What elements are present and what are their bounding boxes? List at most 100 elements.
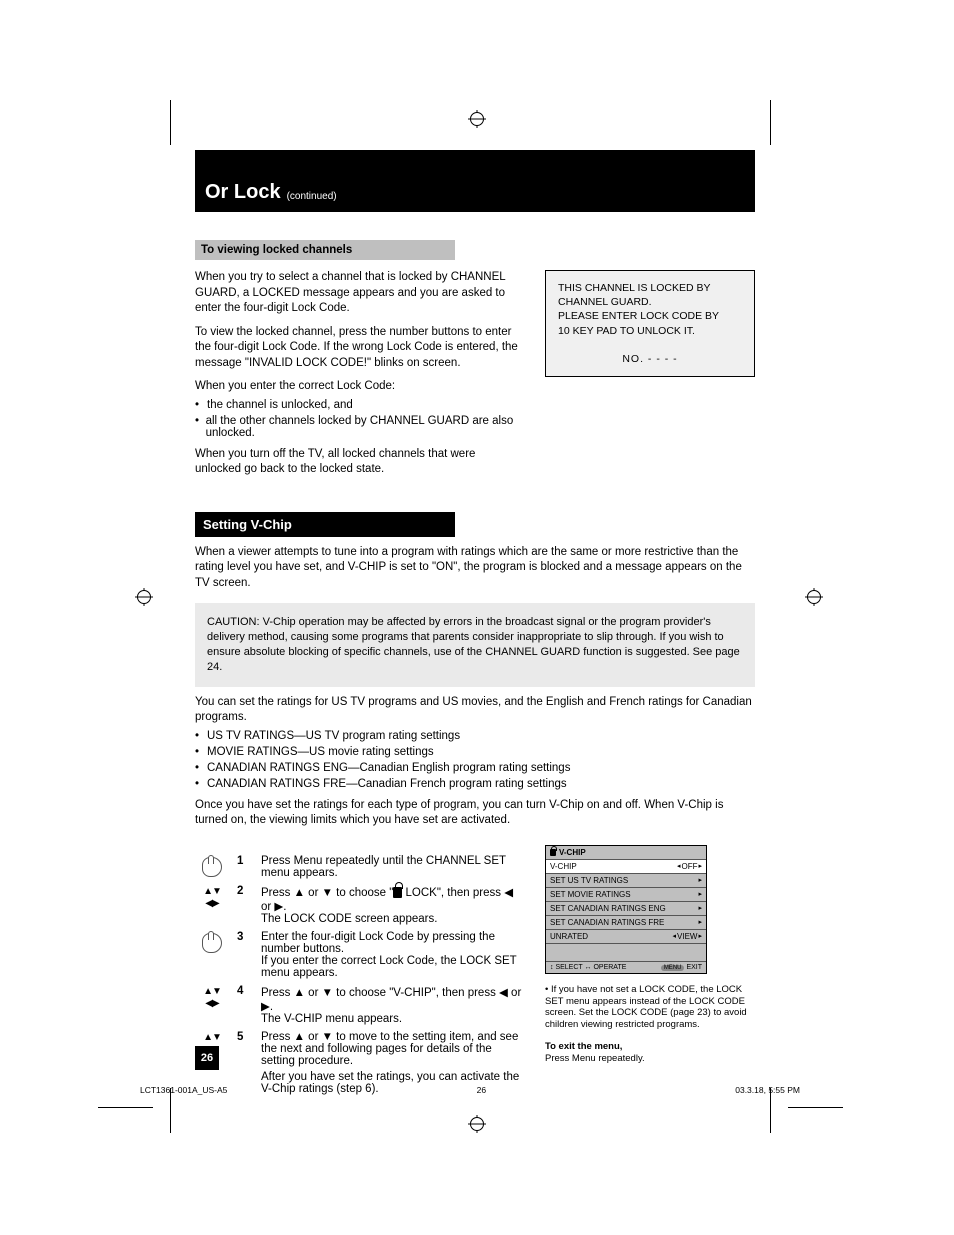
vchip-row-label: V-CHIP xyxy=(550,862,577,871)
registration-mark-icon xyxy=(468,110,486,128)
crop-mark xyxy=(770,100,771,145)
imposition-footer: LCT1361-001A_US-A5 26 03.3.18, 5:55 PM xyxy=(140,1085,800,1095)
bullet-text: all the other channels locked by CHANNEL… xyxy=(206,415,523,439)
registration-mark-icon xyxy=(468,1115,486,1133)
para: You can set the ratings for US TV progra… xyxy=(195,695,755,726)
vchip-footer-operate: OPERATE xyxy=(593,964,626,971)
caution-text: CAUTION: V-Chip operation may be affecte… xyxy=(207,616,740,673)
para: When you try to select a channel that is… xyxy=(195,270,523,317)
job-code: LCT1361-001A_US-A5 xyxy=(140,1085,227,1095)
bullet-text: the channel is unlocked, and xyxy=(207,399,353,411)
bullet-text: CANADIAN RATINGS FRE—Canadian French pro… xyxy=(207,778,567,790)
step: 3 Enter the four-digit Lock Code by pres… xyxy=(195,931,523,979)
step: 1 Press Menu repeatedly until the CHANNE… xyxy=(195,855,523,879)
chevron-right-icon: ▸ xyxy=(698,890,702,898)
osd-line: CHANNEL GUARD. xyxy=(558,295,742,309)
bullet-text: US TV RATINGS—US TV program rating setti… xyxy=(207,730,460,742)
step-text: Enter the four-digit Lock Code by pressi… xyxy=(261,931,495,955)
osd-line: THIS CHANNEL IS LOCKED BY xyxy=(558,281,742,295)
chevron-left-icon: ◂ xyxy=(677,862,681,870)
chevron-right-icon: ▸ xyxy=(698,876,702,884)
chevron-right-icon: ▸ xyxy=(698,932,702,940)
chevron-right-icon: ▸ xyxy=(698,862,702,870)
step-sub: If you enter the correct Lock Code, the … xyxy=(261,955,523,979)
chevron-right-icon: ▸ xyxy=(698,918,702,926)
step: ▲▼ ◀▶ 2 Press ▲ or ▼ to choose " LOCK", … xyxy=(195,885,523,925)
note-text: If you have not set a LOCK CODE, the LOC… xyxy=(545,984,747,1031)
title-text: Or Lock xyxy=(205,181,281,204)
vchip-row-value: VIEW xyxy=(677,932,697,941)
vchip-row: SET CANADIAN RATINGS ENG ▸ xyxy=(546,901,706,915)
para: To view the locked channel, press the nu… xyxy=(195,325,523,372)
vchip-header: V-CHIP xyxy=(546,846,706,859)
osd-line: PLEASE ENTER LOCK CODE BY xyxy=(558,309,742,323)
bullet-text: CANADIAN RATINGS ENG—Canadian English pr… xyxy=(207,762,570,774)
press-icon xyxy=(202,933,222,953)
title-continued: (continued) xyxy=(287,191,337,202)
bullet-text: MOVIE RATINGS—US movie rating settings xyxy=(207,746,434,758)
caution-box: CAUTION: V-Chip operation may be affecte… xyxy=(195,603,755,686)
step-sub: The LOCK CODE screen appears. xyxy=(261,913,523,925)
bullet: •CANADIAN RATINGS FRE—Canadian French pr… xyxy=(195,778,755,790)
osd-line: 10 KEY PAD TO UNLOCK IT. xyxy=(558,324,742,338)
menu-badge: MENU xyxy=(661,965,685,971)
step-text: Press ▲ or ▼ to choose " xyxy=(261,887,393,899)
osd-code-prompt: NO. - - - - xyxy=(558,352,742,366)
lock-icon xyxy=(393,887,402,898)
vchip-title: V-CHIP xyxy=(559,848,586,857)
crop-mark xyxy=(170,100,171,145)
vchip-osd: V-CHIP V-CHIP ◂OFF▸ SET US TV RATINGS▸ S… xyxy=(545,839,707,974)
manual-page: Or Lock (continued) To viewing locked ch… xyxy=(195,150,755,1095)
bullet: •all the other channels locked by CHANNE… xyxy=(195,415,523,439)
vchip-row-label: UNRATED xyxy=(550,932,588,941)
step-sub: The V-CHIP menu appears. xyxy=(261,1013,523,1025)
bullet: •MOVIE RATINGS—US movie rating settings xyxy=(195,746,755,758)
up-down-icon: ▲▼ xyxy=(203,987,221,997)
para: Once you have set the ratings for each t… xyxy=(195,798,755,829)
crop-mark xyxy=(788,1107,843,1108)
page-title: Or Lock (continued) xyxy=(195,150,755,212)
left-right-icon: ◀▶ xyxy=(205,999,218,1009)
leftright-icon: ↔ xyxy=(585,964,592,971)
vchip-row-label: SET CANADIAN RATINGS FRE xyxy=(550,918,664,927)
step-text: Press Menu repeatedly until the CHANNEL … xyxy=(261,855,523,879)
section-heading-vchip: Setting V-Chip xyxy=(195,512,455,537)
chevron-right-icon: ▸ xyxy=(698,904,702,912)
timestamp: 03.3.18, 5:55 PM xyxy=(735,1085,800,1095)
vchip-row: SET MOVIE RATINGS▸ xyxy=(546,887,706,901)
para: When a viewer attempts to tune into a pr… xyxy=(195,545,755,592)
vchip-footer: ↕ SELECT ↔ OPERATE MENU EXIT xyxy=(546,961,706,973)
page-number: 26 xyxy=(195,1046,219,1070)
up-down-icon: ▲▼ xyxy=(203,887,221,897)
vchip-row: SET US TV RATINGS ▸ xyxy=(546,873,706,887)
press-icon xyxy=(202,857,222,877)
vchip-footer-select: SELECT xyxy=(555,964,582,971)
registration-mark-icon xyxy=(805,588,823,606)
vchip-row: SET CANADIAN RATINGS FRE ▸ xyxy=(546,915,706,929)
crop-mark xyxy=(98,1107,153,1108)
vchip-row: UNRATED ◂VIEW▸ xyxy=(546,929,706,943)
locked-channels-section: When you try to select a channel that is… xyxy=(195,270,755,478)
updown-icon: ↕ xyxy=(550,964,554,971)
step: ▲▼ ◀▶ 4 Press ▲ or ▼ to choose "V-CHIP",… xyxy=(195,985,523,1025)
step-text: Press ▲ or ▼ to choose "V-CHIP", then pr… xyxy=(261,987,521,1013)
vchip-row: V-CHIP ◂OFF▸ xyxy=(546,859,706,873)
chevron-left-icon: ◂ xyxy=(673,932,677,940)
para: When you turn off the TV, all locked cha… xyxy=(195,447,523,478)
bullet: •CANADIAN RATINGS ENG—Canadian English p… xyxy=(195,762,755,774)
osd-locked-message: THIS CHANNEL IS LOCKED BY CHANNEL GUARD.… xyxy=(545,270,755,377)
sheet-page: 26 xyxy=(477,1085,486,1095)
left-right-icon: ◀▶ xyxy=(205,899,218,909)
section-heading-locked-channels: To viewing locked channels xyxy=(195,240,455,260)
page-number-box: 26 xyxy=(195,1046,755,1070)
registration-mark-icon xyxy=(135,588,153,606)
up-down-icon: ▲▼ xyxy=(203,1033,221,1043)
vchip-footer-exit: EXIT xyxy=(686,964,702,971)
vchip-note: • If you have not set a LOCK CODE, the L… xyxy=(545,984,755,1032)
para: When you enter the correct Lock Code: xyxy=(195,379,523,395)
vchip-row-label: SET CANADIAN RATINGS ENG xyxy=(550,904,666,913)
lock-icon xyxy=(550,849,556,856)
vchip-row-value: OFF xyxy=(681,862,697,871)
vchip-row-label: SET US TV RATINGS xyxy=(550,876,628,885)
bullet: •the channel is unlocked, and xyxy=(195,399,523,411)
